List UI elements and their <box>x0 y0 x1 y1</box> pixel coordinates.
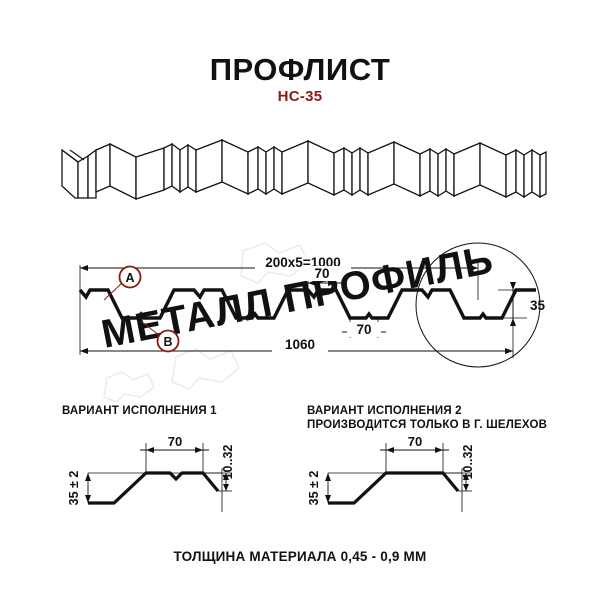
dimension-profile-height: 35 <box>498 282 546 326</box>
variant2-dimension-height: 35 ± 2 <box>307 471 331 506</box>
variant1-dimension-width-label: 70 <box>168 434 182 449</box>
variant1-profile-outline <box>88 471 220 505</box>
variant2-dimension-width: 70 <box>380 434 449 453</box>
variant2-dimension-flange: 10..32 <box>461 445 475 491</box>
variant2-dimension-flange-label: 10..32 <box>461 445 475 480</box>
detail-circle <box>415 242 541 368</box>
variant1-dimension-height-label: 35 ± 2 <box>67 471 81 506</box>
variant1-dimension-flange-label: 10..32 <box>221 445 235 480</box>
variant2-profile-outline <box>328 471 460 505</box>
marker-b: B <box>140 320 180 353</box>
dimension-profile-height-label: 35 <box>530 298 546 313</box>
variant2-subtitle: ПРОИЗВОДИТСЯ ТОЛЬКО В Г. ШЕЛЕХОВ <box>307 419 548 431</box>
dimension-total-width-label: 1060 <box>285 337 315 352</box>
marker-a-label: A <box>125 271 134 285</box>
variant2-dimension-width-label: 70 <box>408 434 422 449</box>
marker-b-label: B <box>163 335 172 349</box>
variant1-dimension-flange: 10..32 <box>221 445 235 491</box>
dimension-trough-width: 70 <box>342 318 386 338</box>
dimension-total-width: 1060 <box>80 337 513 354</box>
dimension-crest-width: 70 <box>300 266 344 290</box>
model-designation: НС-35 <box>277 88 323 105</box>
variant1-title: ВАРИАНТ ИСПОЛНЕНИЯ 1 <box>62 405 217 417</box>
variant1-dimension-height: 35 ± 2 <box>67 471 91 506</box>
marker-a: A <box>103 265 142 301</box>
variant2-title: ВАРИАНТ ИСПОЛНЕНИЯ 2 <box>307 405 462 417</box>
dimension-crest-width-label: 70 <box>314 266 329 281</box>
material-thickness-note: ТОЛЩИНА МАТЕРИАЛА 0,45 - 0,9 ММ <box>173 549 427 564</box>
variant2-dimension-height-label: 35 ± 2 <box>307 471 321 506</box>
dimension-trough-width-label: 70 <box>356 322 371 337</box>
page-title: ПРОФЛИСТ <box>209 52 391 87</box>
variant1-dimension-width: 70 <box>140 434 209 453</box>
